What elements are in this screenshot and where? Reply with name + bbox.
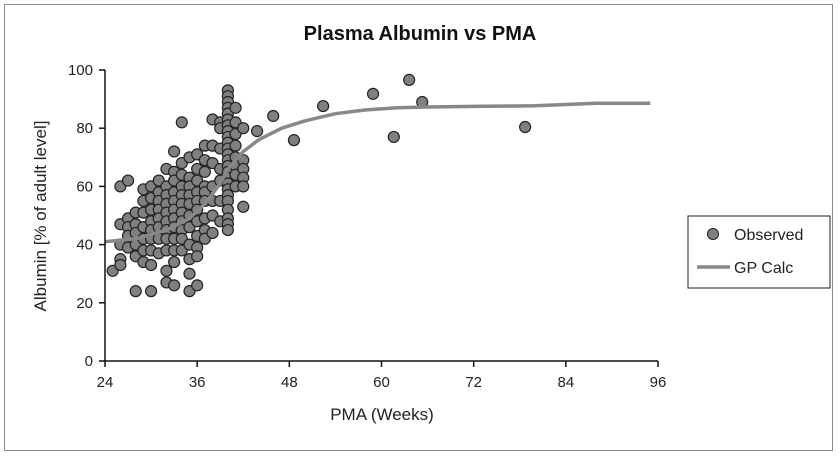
observed-point [519, 120, 532, 134]
observed-point [317, 99, 330, 113]
observed-point [160, 264, 173, 277]
x-tick-label: 96 [650, 374, 667, 391]
legend-observed-label: Observed [734, 227, 803, 244]
y-tick-label: 0 [85, 353, 93, 370]
x-tick-label: 24 [97, 374, 114, 391]
y-axis-label: Albumin [% of adult level] [31, 121, 50, 312]
y-tick-label: 100 [68, 62, 93, 79]
legend-observed-marker [707, 228, 719, 240]
observed-point [175, 116, 188, 129]
observed-point [198, 165, 211, 178]
observed-point [387, 130, 400, 144]
observed-point [144, 258, 158, 272]
y-tick-label: 80 [76, 120, 93, 137]
observed-point [237, 180, 250, 193]
observed-point [168, 145, 181, 158]
legend-box [687, 215, 831, 289]
legend: Observed GP Calc [687, 215, 831, 289]
observed-point [267, 109, 280, 123]
observed-point [366, 87, 380, 100]
observed-point [121, 174, 135, 187]
observed-point [191, 279, 204, 292]
observed-point [237, 200, 250, 213]
observed-point [183, 267, 196, 280]
x-tick-label: 84 [557, 374, 574, 391]
observed-point [229, 101, 242, 114]
observed-point [206, 226, 219, 240]
chart-title: Plasma Albumin vs PMA [304, 23, 537, 45]
y-tick-label: 20 [76, 295, 93, 312]
x-tick-label: 48 [281, 374, 298, 391]
observed-point [114, 258, 127, 272]
x-tick-label: 36 [189, 374, 206, 391]
observed-point [191, 250, 204, 263]
observed-point [237, 122, 250, 135]
gp-calc-line [104, 101, 651, 244]
y-tick-label: 60 [76, 178, 93, 195]
observed-point [229, 139, 242, 152]
observed-point [129, 285, 142, 298]
observed-point [144, 285, 158, 298]
x-tick-label: 72 [465, 374, 482, 391]
x-axis-label: PMA (Weeks) [330, 405, 434, 424]
observed-point [168, 255, 181, 269]
legend-gp-label: GP Calc [734, 260, 793, 277]
x-tick-label: 60 [373, 374, 390, 391]
observed-point [250, 125, 264, 138]
y-tick-label: 40 [76, 237, 93, 254]
observed-point [403, 73, 416, 86]
observed-point [221, 223, 234, 237]
chart-frame [4, 4, 833, 451]
observed-point [168, 279, 181, 292]
observed-point [287, 134, 301, 147]
